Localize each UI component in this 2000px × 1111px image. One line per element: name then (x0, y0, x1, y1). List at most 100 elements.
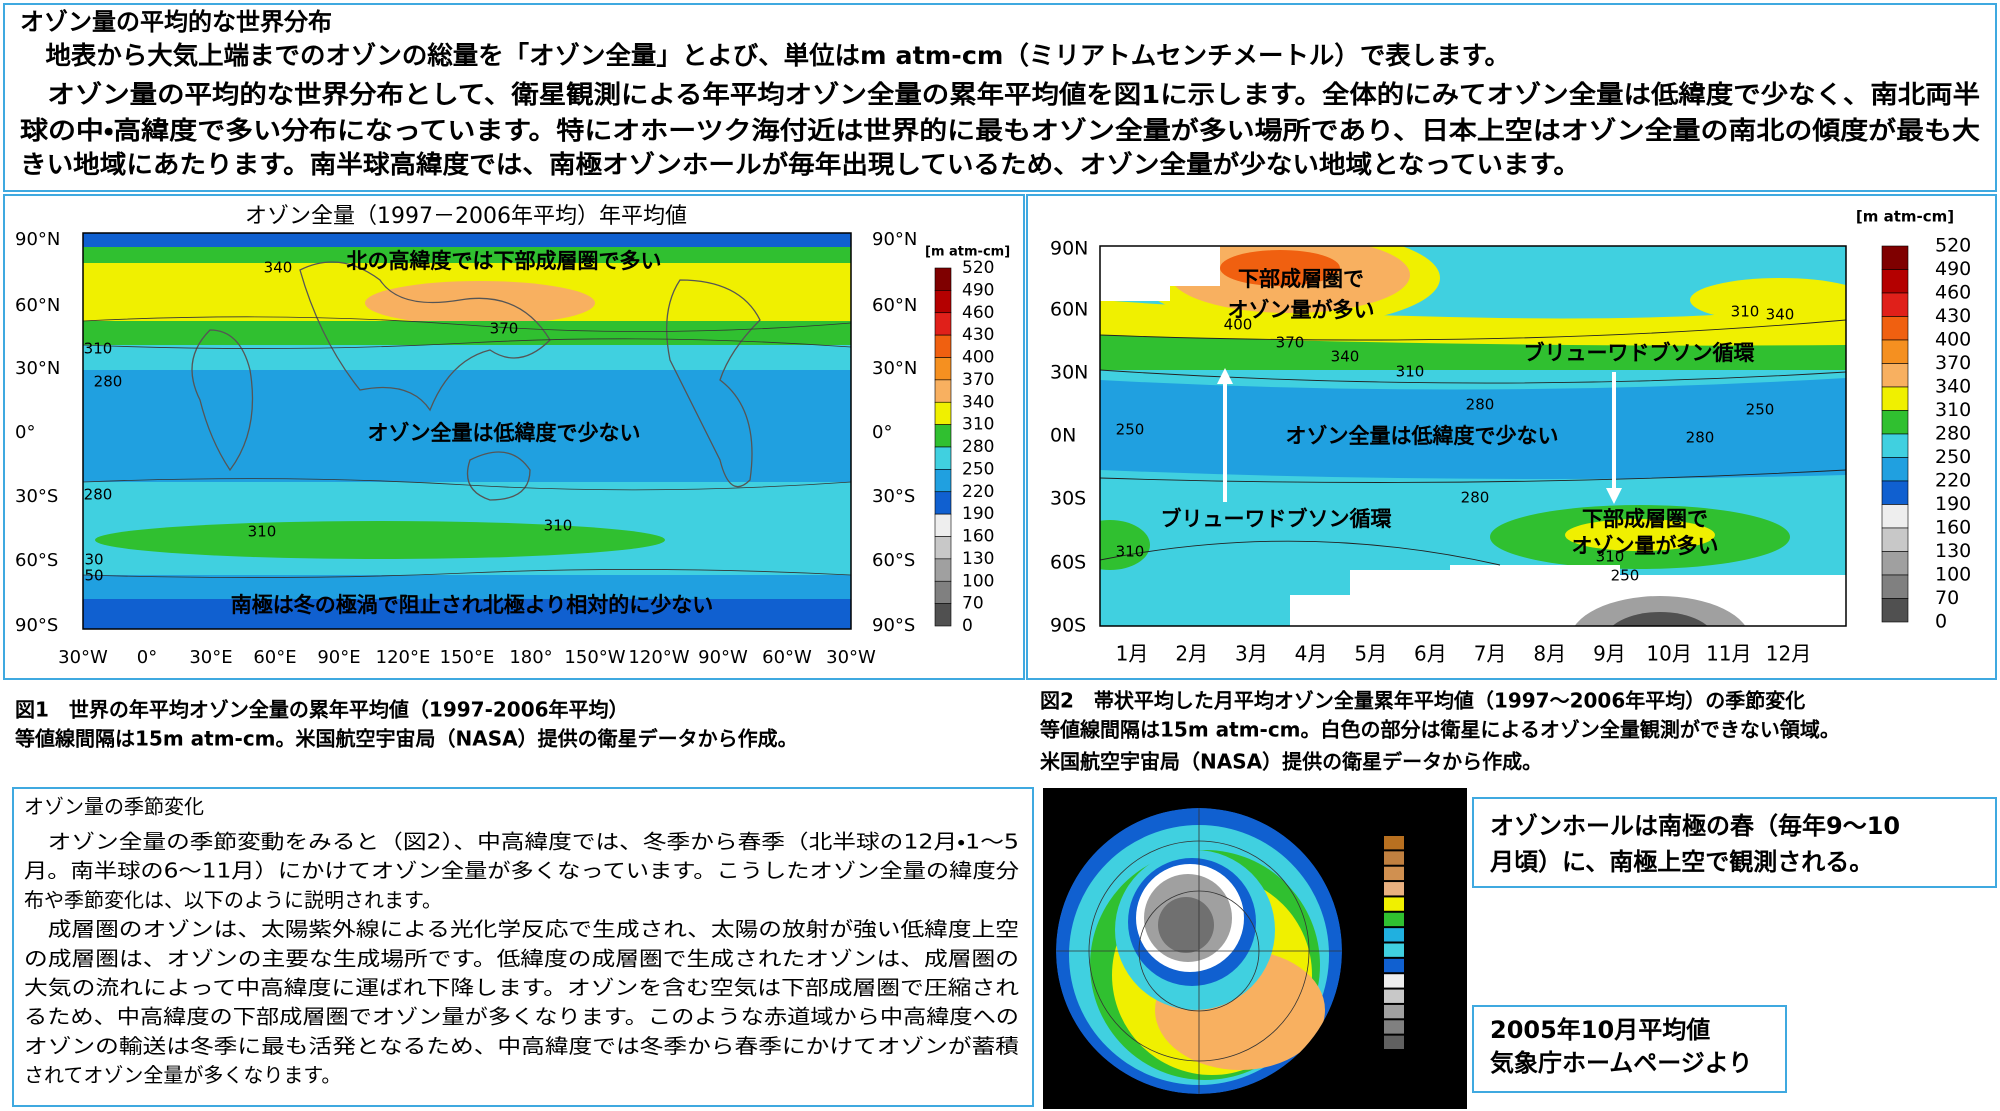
month-label: 2月 (1175, 642, 1208, 666)
colorbar-swatch (934, 446, 952, 470)
colorbar-label: 400 (962, 348, 994, 368)
lat-label: 30S (1050, 488, 1086, 510)
month-label: 6月 (1414, 642, 1447, 666)
colorbar-swatch (1384, 1020, 1404, 1034)
lon-label: 0° (137, 647, 157, 668)
colorbar-label: 250 (962, 459, 994, 479)
colorbar-swatch (1881, 457, 1909, 482)
colorbar-label: 190 (1412, 992, 1433, 1005)
colorbar-label: 520 (962, 258, 994, 278)
contour-label: 340 (264, 259, 293, 277)
section-line: 成層圏のオゾンは、太陽紫外線による光化学反応で生成され、太陽の放射が強い低緯度上… (24, 917, 1019, 941)
note-box (1472, 1005, 1787, 1093)
month-label: 4月 (1295, 642, 1328, 666)
colorbar-swatch (1384, 851, 1404, 865)
section-line: 大気の流れによって中高緯度に運ばれ下降します。オゾンを含む空気は下部成層圏で圧縮… (24, 976, 1019, 1000)
colorbar-swatch (1881, 527, 1909, 552)
month-label: 10月 (1646, 642, 1691, 666)
colorbar-label: 250 (1412, 961, 1433, 974)
colorbar-label: 70 (1935, 587, 1959, 609)
colorbar-swatch (1384, 943, 1404, 957)
ozone-seasonal-plot (1100, 246, 1846, 626)
contour-label: 310 (1116, 543, 1145, 561)
caption-line: 米国航空宇宙局（NASA）提供の衛星データから作成。 (1040, 750, 1542, 774)
intro-line: 地表から大気上端までのオゾンの総量を「オゾン全量」とよび、単位はm atm-cm… (20, 41, 1510, 70)
contour-label: 370 (1276, 334, 1305, 352)
month-label: 3月 (1235, 642, 1268, 666)
lat-label: 90N (1050, 238, 1088, 260)
colorbar-swatch (1881, 316, 1909, 341)
colorbar-label: 340 (1412, 915, 1433, 928)
note-line: 2005年10月平均値 (1490, 1016, 1710, 1044)
colorbar-swatch (1384, 866, 1404, 881)
contour-label: 280 (1466, 396, 1495, 414)
colorbar-unit: [m atm-cm] (1856, 208, 1954, 226)
plot-annotation: ブリューワドブソン循環 (1161, 507, 1392, 531)
colorbar-swatch (1384, 974, 1404, 988)
contour-label: 370 (490, 320, 519, 338)
map-annotation: 北の高緯度では下部成層圏で多い (347, 249, 662, 273)
colorbar-swatch (1384, 1035, 1404, 1049)
colorbar-swatch (1881, 574, 1909, 599)
lon-label: 180° (509, 647, 552, 668)
colorbar-swatch (934, 290, 952, 314)
colorbar-swatch (1881, 480, 1909, 505)
intro-line: 球の中・高緯度で多い分布になっています。特にオホーツク海付近は世界的に最もオゾン… (20, 116, 1980, 145)
caption-line: 等値線間隔は15m atm-cm。白色の部分は衛星によるオゾン全量観測ができない… (1040, 718, 1840, 742)
colorbar-label: 370 (1935, 352, 1971, 374)
lat-label: 60N (1050, 299, 1088, 321)
map-annotation: オゾン全量は低緯度で少ない (368, 421, 641, 445)
lon-label: 30°W (58, 647, 108, 668)
figure-title: オゾン全量（1997－2006年平均）年平均値 (245, 204, 687, 229)
colorbar-label: 130 (1935, 540, 1971, 562)
lat-label: 0° (15, 422, 35, 443)
note-box (1472, 797, 1997, 888)
colorbar-unit: [m atm-cm] (925, 245, 1010, 260)
colorbar-label: 220 (962, 482, 994, 502)
colorbar-swatch (1384, 1004, 1404, 1019)
colorbar-label: 400 (1412, 884, 1433, 897)
lon-label: 30°E (189, 647, 232, 668)
colorbar-swatch (934, 513, 952, 537)
colorbar-label: 400 (1935, 329, 1971, 351)
colorbar-label: 430 (1935, 305, 1971, 327)
colorbar-label: 340 (1935, 376, 1971, 398)
section-line: オゾンの輸送は冬季に最も活発となるため、中高緯度では冬季から春季にかけてオゾンが… (24, 1034, 1019, 1058)
image-credit: AOFA/OM (1332, 1059, 1387, 1073)
colorbar-swatch (1881, 410, 1909, 435)
plot-annotation: ブリューワドブソン循環 (1524, 341, 1755, 365)
lat-label: 90°S (15, 615, 58, 636)
lat-label: 60°N (15, 295, 60, 316)
colorbar: 480 460 430 400 370 340 310 280 250 220 190 160 130 1… (1384, 836, 1433, 1051)
colorbar-label: 160 (1935, 517, 1971, 539)
colorbar-label: 280 (962, 437, 994, 457)
colorbar-swatch (1384, 897, 1404, 911)
section-line: の成層圏は、オゾンの主要な生成場所です。低緯度の成層圏で生成されたオゾンは、成層… (24, 946, 1019, 970)
colorbar-swatch (934, 536, 952, 560)
lon-label: 150°W (564, 647, 625, 668)
colorbar-swatch (1881, 551, 1909, 576)
colorbar-swatch (1384, 882, 1404, 896)
colorbar-swatch (1881, 433, 1909, 458)
section-line: るため、中高緯度の下部成層圏でオゾン量が多くなります。このような赤道域から中高緯… (24, 1005, 1019, 1029)
colorbar-label: 220 (1412, 976, 1433, 989)
section-line: オゾン全量の季節変動をみると（図2）、中高緯度では、冬季から春季（北半球の12月… (24, 830, 1019, 854)
contour-label: 250 (1116, 421, 1145, 439)
colorbar-label: 370 (1412, 899, 1433, 912)
lon-label: 30°W (826, 647, 876, 668)
contour-label: 310 (1596, 548, 1625, 566)
contour-label: 310 (544, 517, 573, 535)
colorbar-swatch (1881, 386, 1909, 411)
colorbar-label: 430 (1412, 869, 1433, 882)
section-line: 月。南半球の6～11月）にかけてオゾン全量が多くなっています。こうしたオゾン全量… (24, 859, 1019, 883)
seasonal-box (12, 787, 1034, 1107)
lon-label: 150°E (440, 647, 495, 668)
colorbar-label: 190 (1935, 493, 1971, 515)
colorbar-swatch (934, 334, 952, 358)
colorbar-swatch (934, 580, 952, 604)
colorbar-label: 280 (1412, 946, 1433, 959)
colorbar-swatch (934, 603, 952, 627)
lat-label: 60°N (872, 295, 917, 316)
colorbar-unit: m atm-cm (1390, 804, 1447, 817)
colorbar-label: 310 (962, 415, 994, 435)
